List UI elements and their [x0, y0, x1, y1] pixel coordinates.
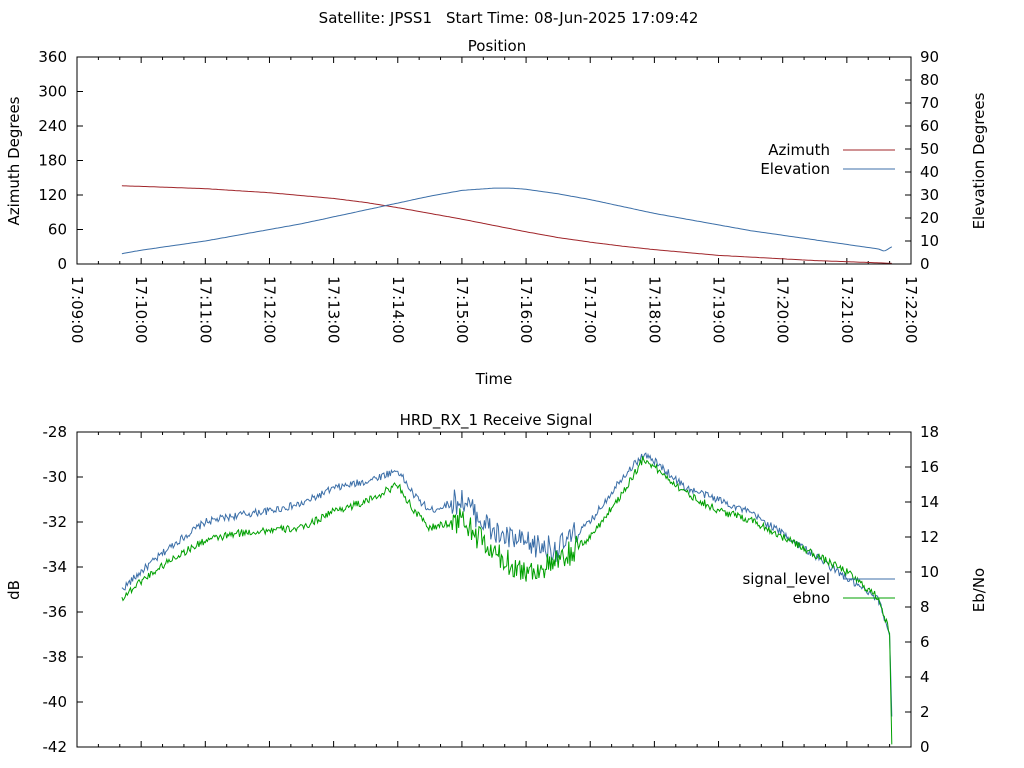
y-tick-label: 360 [38, 48, 67, 66]
x-tick-label: 17:13:00 [325, 276, 343, 343]
x-tick-label: 17:20:00 [774, 276, 792, 343]
y2-tick-label: 4 [920, 668, 930, 686]
x-tick-label: 17:15:00 [453, 276, 471, 343]
receive-signal-chart: HRD_RX_1 Receive Signal dB Eb/No -42-40-… [5, 411, 988, 756]
y-tick-label: -42 [43, 738, 68, 756]
y2-tick-label: 8 [920, 598, 930, 616]
series-line-elevation [121, 187, 893, 255]
receive-chart-frame [76, 431, 912, 748]
position-chart-ticks: 0 60 120 180 240 300 360 0 10 20 30 40 50 60 70 80 90 17:… [38, 48, 939, 343]
legend-label-azimuth: Azimuth [768, 141, 830, 159]
y2-tick-label: 6 [920, 633, 930, 651]
header-satellite: Satellite: JPSS1 [319, 9, 432, 27]
x-tick-label: 17:21:00 [838, 276, 856, 343]
y2-tick-label: 2 [920, 703, 930, 721]
series-line-signal_level [121, 452, 893, 717]
x-tick-label: 17:19:00 [710, 276, 728, 343]
position-chart-y2label: Elevation Degrees [970, 92, 988, 229]
y-tick-label: -28 [43, 423, 68, 441]
position-chart-frame [76, 56, 912, 265]
receive-chart-ticks: -42 -40 -38 -36 -34 -32 -30 -28 0 2 4 6 8 10 12 14 16 18 [43, 423, 940, 756]
legend-label-elevation: Elevation [760, 160, 830, 178]
y2-tick-label: 80 [920, 71, 939, 89]
y2-tick-label: 30 [920, 186, 939, 204]
position-chart-xlabel: Time [475, 370, 513, 388]
y-tick-label: -32 [43, 513, 68, 531]
y-tick-label: -40 [43, 693, 68, 711]
y2-tick-label: 14 [920, 493, 939, 511]
legend-label-signal_level: signal_level [742, 570, 830, 589]
series-line-azimuth [121, 185, 892, 264]
receive-chart-ylabel: dB [5, 580, 23, 600]
legend-label-ebno: ebno [793, 589, 830, 607]
y-tick-label: 240 [38, 117, 67, 135]
series-line-ebno [121, 456, 893, 745]
y-tick-label: 0 [57, 255, 67, 273]
y2-tick-label: 70 [920, 94, 939, 112]
y2-tick-label: 40 [920, 163, 939, 181]
receive-chart-series [121, 452, 893, 745]
y2-tick-label: 10 [920, 563, 939, 581]
position-chart-ylabel: Azimuth Degrees [5, 96, 23, 225]
y-tick-label: 120 [38, 186, 67, 204]
x-tick-label: 17:16:00 [517, 276, 535, 343]
x-tick-label: 17:22:00 [902, 276, 920, 343]
y-tick-label: 300 [38, 83, 67, 101]
position-chart: Position Azimuth Degrees Elevation Degre… [5, 37, 988, 388]
y2-tick-label: 90 [920, 48, 939, 66]
y-tick-label: 60 [48, 221, 67, 239]
y2-tick-label: 0 [920, 255, 930, 273]
receive-chart-title: HRD_RX_1 Receive Signal [400, 411, 593, 430]
receive-chart-y2label: Eb/No [970, 568, 988, 612]
y2-tick-label: 50 [920, 140, 939, 158]
y2-tick-label: 0 [920, 738, 930, 756]
y-tick-label: -34 [43, 558, 68, 576]
x-tick-label: 17:12:00 [260, 276, 278, 343]
x-tick-label: 17:14:00 [389, 276, 407, 343]
y2-tick-label: 60 [920, 117, 939, 135]
y-tick-label: 180 [38, 152, 67, 170]
y2-tick-label: 12 [920, 528, 939, 546]
y2-tick-label: 10 [920, 232, 939, 250]
y2-tick-label: 20 [920, 209, 939, 227]
x-tick-label: 17:10:00 [132, 276, 150, 343]
header-start-time: Start Time: 08-Jun-2025 17:09:42 [446, 9, 698, 27]
x-tick-label: 17:09:00 [68, 276, 86, 343]
y-tick-label: -38 [43, 648, 68, 666]
x-tick-label: 17:18:00 [645, 276, 663, 343]
y-tick-label: -36 [43, 603, 68, 621]
y2-tick-label: 18 [920, 423, 939, 441]
y2-tick-label: 16 [920, 458, 939, 476]
x-tick-label: 17:17:00 [581, 276, 599, 343]
x-tick-label: 17:11:00 [196, 276, 214, 343]
position-chart-series [121, 185, 893, 264]
position-chart-title: Position [468, 37, 526, 55]
y-tick-label: -30 [43, 468, 68, 486]
